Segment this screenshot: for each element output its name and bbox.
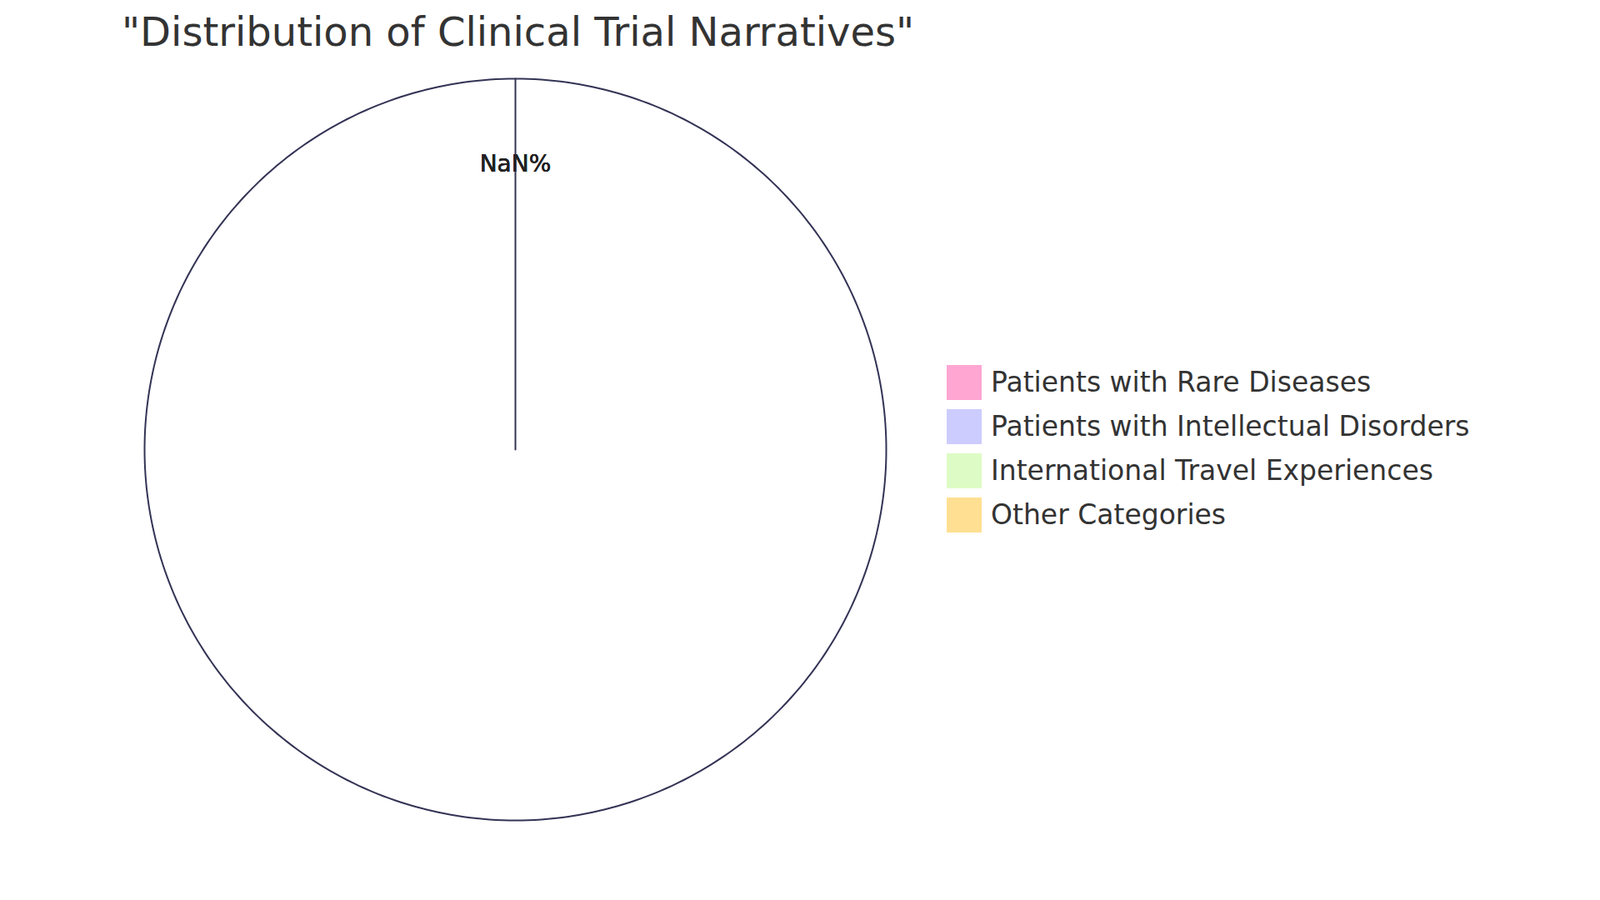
html-text:International Travel Experienc: International Travel Experiences xyxy=(990,454,1434,487)
svg-text:NaN%: NaN% xyxy=(480,150,552,178)
html-text:Patients with Intellectual Dis: Patients with Intellectual Disorders xyxy=(990,410,1470,443)
svg-text:NaN%: NaN% xyxy=(480,150,552,178)
svg-text:NaN%: NaN% xyxy=(480,150,552,178)
svg-text:NaN%: NaN% xyxy=(480,150,552,178)
html-text:"Distribution of Clinical Tria: "Distribution of Clinical Trial Narrativ… xyxy=(121,8,915,55)
html-text:Other Categories: Other Categories xyxy=(990,498,1226,531)
html-text:Patients with Rare Diseases: Patients with Rare Diseases xyxy=(990,365,1371,399)
